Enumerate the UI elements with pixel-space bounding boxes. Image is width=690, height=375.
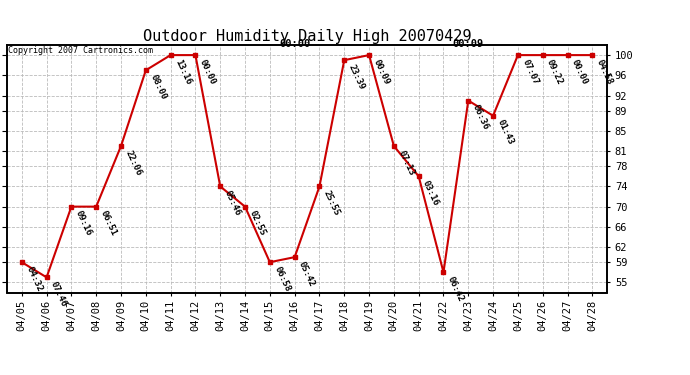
Text: 00:09: 00:09 — [371, 58, 391, 86]
Title: Outdoor Humidity Daily High 20070429: Outdoor Humidity Daily High 20070429 — [143, 29, 471, 44]
Text: 23:39: 23:39 — [347, 63, 366, 91]
Text: 04:32: 04:32 — [24, 265, 43, 293]
Text: 03:16: 03:16 — [421, 179, 441, 207]
Text: 01:43: 01:43 — [495, 118, 515, 146]
Text: 08:00: 08:00 — [148, 73, 168, 101]
Text: 09:22: 09:22 — [545, 58, 564, 86]
Text: Copyright 2007 Cartronics.com: Copyright 2007 Cartronics.com — [8, 46, 153, 55]
Text: 06:36: 06:36 — [471, 103, 491, 131]
Text: 13:16: 13:16 — [173, 58, 193, 86]
Text: 05:42: 05:42 — [297, 260, 317, 288]
Text: 07:07: 07:07 — [520, 58, 540, 86]
Text: 00:00: 00:00 — [279, 39, 310, 48]
Text: 02:55: 02:55 — [248, 209, 267, 237]
Text: 07:46: 07:46 — [49, 280, 68, 308]
Text: 00:00: 00:00 — [570, 58, 589, 86]
Text: 00:00: 00:00 — [198, 58, 217, 86]
Text: 05:46: 05:46 — [223, 189, 242, 217]
Text: 22:06: 22:06 — [124, 148, 143, 177]
Text: 25:55: 25:55 — [322, 189, 342, 217]
Text: 06:51: 06:51 — [99, 209, 118, 237]
Text: 00:09: 00:09 — [453, 39, 484, 48]
Text: 04:58: 04:58 — [595, 58, 614, 86]
Text: 06:42: 06:42 — [446, 275, 466, 303]
Text: 06:58: 06:58 — [273, 265, 292, 293]
Text: 09:16: 09:16 — [74, 209, 93, 237]
Text: 07:13: 07:13 — [396, 148, 416, 177]
